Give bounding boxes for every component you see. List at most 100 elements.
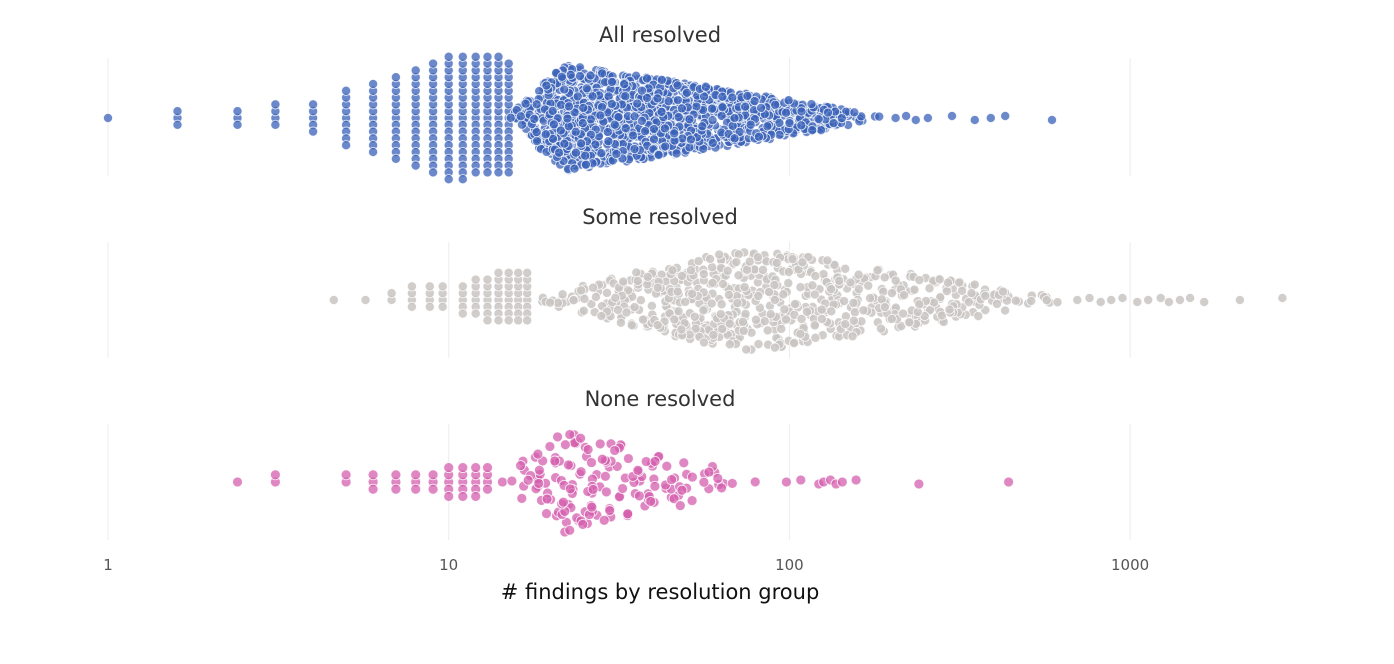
data-point: [680, 296, 691, 307]
data-point: [541, 508, 552, 520]
data-point: [1106, 294, 1117, 306]
data-point: [1199, 296, 1210, 308]
data-point: [904, 317, 915, 328]
data-point: [621, 307, 632, 318]
data-point: [629, 302, 640, 313]
data-point: [367, 469, 379, 481]
data-point: [707, 137, 718, 148]
data-point: [672, 286, 683, 297]
data-point: [726, 477, 738, 489]
data-point: [686, 471, 698, 483]
data-point: [470, 490, 482, 502]
x-axis-title: # findings by resolution group: [501, 580, 820, 604]
data-point: [428, 58, 439, 69]
data-point: [596, 102, 608, 113]
data-point: [663, 96, 674, 107]
data-point: [1174, 294, 1185, 306]
data-point: [557, 289, 568, 300]
data-point: [676, 484, 688, 496]
data-point: [368, 78, 379, 90]
data-point: [410, 483, 422, 495]
data-point: [738, 325, 749, 336]
data-point: [840, 263, 851, 274]
data-point: [652, 320, 663, 331]
data-point: [576, 138, 587, 149]
data-point: [590, 291, 601, 303]
data-point: [769, 294, 780, 306]
data-point: [555, 125, 566, 136]
data-point: [674, 500, 686, 512]
data-point: [673, 306, 684, 317]
data-point: [390, 72, 401, 83]
data-point: [698, 337, 710, 348]
data-point: [642, 73, 653, 84]
panel-title: Some resolved: [582, 205, 738, 229]
data-point: [942, 277, 954, 288]
data-point: [531, 136, 543, 147]
data-point: [620, 123, 631, 134]
data-point: [733, 270, 744, 281]
data-point: [687, 288, 698, 299]
data-point: [922, 112, 933, 124]
data-point: [795, 328, 806, 339]
dots: [102, 51, 1058, 185]
data-point: [457, 490, 469, 502]
series-none-resolved: None resolved: [232, 387, 1015, 538]
data-point: [1003, 476, 1015, 488]
data-point: [847, 331, 858, 342]
data-point: [232, 106, 243, 117]
data-point: [578, 305, 589, 316]
data-point: [737, 316, 749, 327]
data-point: [784, 118, 795, 129]
data-point: [764, 286, 775, 298]
data-point: [506, 475, 518, 487]
data-point: [924, 283, 935, 294]
data-point: [727, 92, 738, 103]
data-point: [341, 85, 352, 96]
data-point: [829, 259, 840, 271]
data-point: [739, 282, 750, 293]
x-tick-label: 1000: [1111, 556, 1149, 574]
data-point: [406, 281, 417, 292]
data-point: [724, 339, 735, 350]
data-point: [596, 453, 608, 465]
data-point: [762, 325, 773, 336]
data-point: [636, 115, 647, 126]
data-point: [717, 91, 728, 102]
data-point: [547, 105, 558, 116]
data-point: [716, 299, 727, 310]
data-point: [801, 306, 813, 317]
data-point: [632, 98, 643, 109]
data-point: [596, 310, 607, 322]
data-point: [752, 252, 763, 263]
data-point: [580, 159, 591, 170]
data-point: [493, 51, 504, 62]
data-point: [270, 99, 281, 110]
data-point: [910, 114, 921, 126]
data-point: [640, 126, 651, 137]
data-point: [850, 474, 862, 486]
dots: [232, 429, 1015, 538]
data-point: [457, 51, 468, 62]
data-point: [424, 301, 435, 312]
data-point: [909, 284, 920, 295]
data-point: [836, 113, 847, 124]
data-point: [1046, 114, 1058, 126]
data-point: [717, 102, 728, 113]
data-point: [865, 293, 876, 304]
data-point: [637, 314, 649, 325]
data-point: [427, 469, 439, 481]
data-point: [341, 140, 352, 151]
data-point: [1277, 292, 1288, 304]
data-point: [810, 270, 821, 282]
data-point: [572, 91, 583, 102]
data-point: [1052, 297, 1063, 308]
data-point: [513, 267, 524, 278]
data-point: [698, 476, 710, 488]
data-point: [946, 110, 958, 122]
data-point: [707, 262, 718, 273]
data-point: [633, 490, 645, 502]
data-point: [1155, 292, 1166, 304]
data-point: [848, 315, 859, 326]
data-point: [676, 103, 687, 114]
